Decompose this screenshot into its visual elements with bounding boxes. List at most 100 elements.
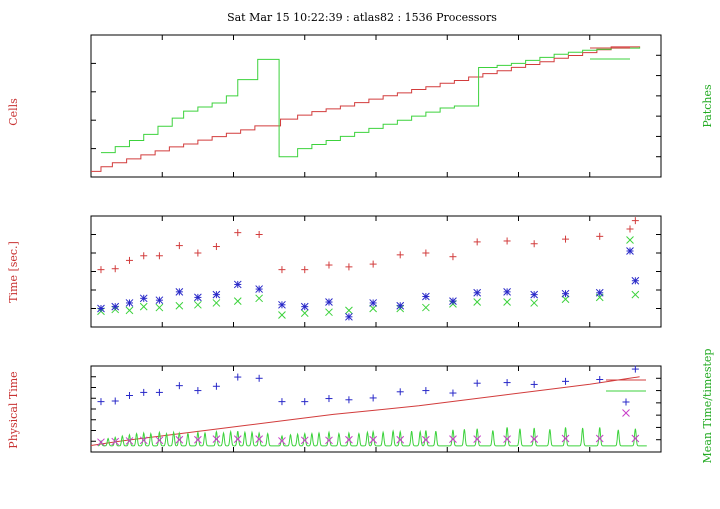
data-point-regridding-d2 — [278, 311, 286, 319]
data-point-schedule-and-copy-regriddata-d2 — [345, 312, 353, 321]
data-point-regridding-total — [473, 238, 481, 246]
data-point-schedule-and-copy-regriddata — [530, 290, 539, 299]
data-point-regridding-d2 — [561, 295, 570, 304]
data-point-regridding-total — [301, 266, 309, 274]
data-point-regridding-total — [111, 265, 119, 273]
data-point-task-graph-recompile — [325, 436, 333, 445]
data-point-schedule-and-copy-regriddata-d2 — [111, 302, 120, 311]
data-point-task-graph-recompile-d2 — [325, 436, 333, 445]
data-point-regridding — [212, 299, 221, 307]
data-point-schedule-and-copy-regriddata-d2 — [530, 290, 539, 299]
data-point-schedule-and-copy-regriddata — [155, 296, 164, 305]
data-point-regridding-time — [596, 376, 604, 384]
data-point-task-graph-recompile — [194, 435, 202, 444]
data-point-regridding — [300, 309, 309, 317]
data-point-regridding — [631, 290, 640, 299]
figure-title: Sat Mar 15 10:22:39 : atlas82 : 1536 Pro… — [227, 11, 497, 24]
data-point-regridding-total — [530, 240, 538, 248]
data-point-schedule-and-copy-regriddata — [595, 288, 604, 297]
data-point-regridding-time — [473, 379, 481, 387]
legend-marker — [626, 236, 634, 244]
data-point-schedule-and-copy-regriddata-d2 — [422, 292, 430, 301]
data-point-schedule-and-copy-regriddata-d2 — [97, 304, 105, 313]
legend-marker — [622, 398, 630, 406]
data-point-regridding-time — [278, 398, 286, 406]
plot-frame — [90, 365, 662, 453]
data-point-schedule-and-copy-regriddata — [396, 301, 405, 310]
data-point-task-graph-recompile-d2 — [212, 435, 221, 443]
data-point-regridding-d2 — [212, 299, 221, 307]
data-point-task-graph-recompile-d2 — [449, 435, 457, 443]
data-point-regridding-total — [175, 242, 183, 250]
data-point-task-graph-recompile — [300, 436, 309, 445]
data-point-regridding-d2 — [422, 303, 430, 312]
panel-cells-patches: Cells Patches — [7, 34, 714, 178]
data-point-schedule-and-copy-regriddata-d2 — [595, 288, 604, 297]
data-point-task-graph-recompile-d2 — [595, 434, 604, 443]
data-point-regridding — [255, 294, 264, 303]
data-point-schedule-and-copy-regriddata — [278, 300, 286, 309]
data-point-regridding — [194, 300, 202, 309]
data-point-task-graph-recompile — [473, 435, 482, 443]
data-point-regridding — [233, 297, 242, 305]
data-point-regridding-total — [234, 229, 242, 237]
data-point-task-graph-recompile-d2 — [561, 434, 570, 443]
data-point-task-graph-recompile-d2 — [255, 435, 264, 443]
data-point-task-graph-recompile-d2 — [278, 437, 286, 445]
data-point-regridding-d2 — [175, 301, 184, 310]
data-point-regridding-time — [396, 388, 404, 396]
data-point-regridding — [125, 306, 134, 315]
data-point-task-graph-recompile — [561, 434, 570, 443]
data-point-regridding-time — [301, 398, 309, 406]
data-point-regridding-time — [140, 388, 148, 396]
data-point-task-graph-recompile — [631, 434, 640, 443]
data-point-regridding — [278, 311, 286, 319]
y-axis-label-time: Time [sec.] — [7, 241, 20, 303]
data-point-regridding — [561, 295, 570, 304]
data-point-regridding-time — [175, 382, 183, 390]
data-point-task-graph-recompile-d2 — [369, 435, 378, 444]
data-point-task-graph-recompile-d2 — [300, 436, 309, 445]
data-point-regridding-total — [325, 261, 333, 269]
data-point-schedule-and-copy-regriddata — [175, 287, 184, 296]
data-point-schedule-and-copy-regriddata — [422, 292, 430, 301]
data-point-regridding-time — [125, 391, 133, 399]
panel-regrid-time: Time [sec.] — [7, 215, 662, 328]
data-point-schedule-and-copy-regriddata — [212, 290, 221, 299]
data-point-schedule-and-copy-regriddata — [473, 288, 482, 297]
data-point-task-graph-recompile — [125, 437, 134, 445]
data-point-schedule-and-copy-regriddata-d2 — [233, 280, 242, 289]
data-point-regridding-time — [631, 365, 639, 373]
data-point-task-graph-recompile-d2 — [473, 435, 482, 443]
data-point-task-graph-recompile — [97, 438, 105, 447]
data-point-regridding-d2 — [503, 298, 511, 306]
data-point-schedule-and-copy-regriddata-d2 — [300, 302, 309, 311]
data-point-regridding-time — [449, 389, 457, 397]
data-point-task-graph-recompile — [530, 435, 539, 443]
data-point-task-graph-recompile-d2 — [139, 436, 148, 445]
data-point-schedule-and-copy-regriddata — [111, 302, 120, 311]
data-point-regridding-d2 — [255, 294, 264, 303]
data-point-regridding-time — [325, 395, 333, 403]
data-point-regridding-time — [194, 387, 202, 395]
data-point-task-graph-recompile — [255, 435, 264, 443]
plot-frame — [90, 34, 662, 178]
data-point-regridding-d2 — [194, 300, 202, 309]
data-point-schedule-and-copy-regriddata — [345, 312, 353, 321]
data-point-schedule-and-copy-regriddata — [97, 304, 105, 313]
data-point-schedule-and-copy-regriddata — [194, 293, 202, 302]
data-point-task-graph-recompile — [175, 435, 184, 444]
data-point-schedule-and-copy-regriddata-d2 — [449, 297, 457, 305]
data-point-task-graph-recompile-d2 — [396, 435, 405, 444]
data-point-regridding-total — [449, 253, 457, 261]
data-point-task-graph-recompile-d2 — [233, 435, 242, 443]
data-point-regridding — [503, 298, 511, 306]
data-point-task-graph-recompile-d2 — [631, 434, 640, 443]
data-point-regridding-time — [369, 394, 377, 402]
data-point-regridding-d2 — [300, 309, 309, 317]
data-point-task-graph-recompile-d2 — [125, 437, 134, 445]
data-point-regridding-d2 — [233, 297, 242, 305]
data-point-regridding-total — [369, 260, 377, 268]
data-point-task-graph-recompile-d2 — [155, 436, 164, 445]
